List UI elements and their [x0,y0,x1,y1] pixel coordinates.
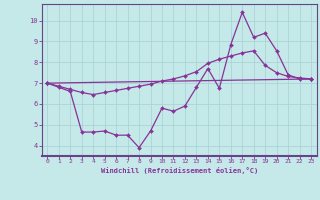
X-axis label: Windchill (Refroidissement éolien,°C): Windchill (Refroidissement éolien,°C) [100,167,258,174]
